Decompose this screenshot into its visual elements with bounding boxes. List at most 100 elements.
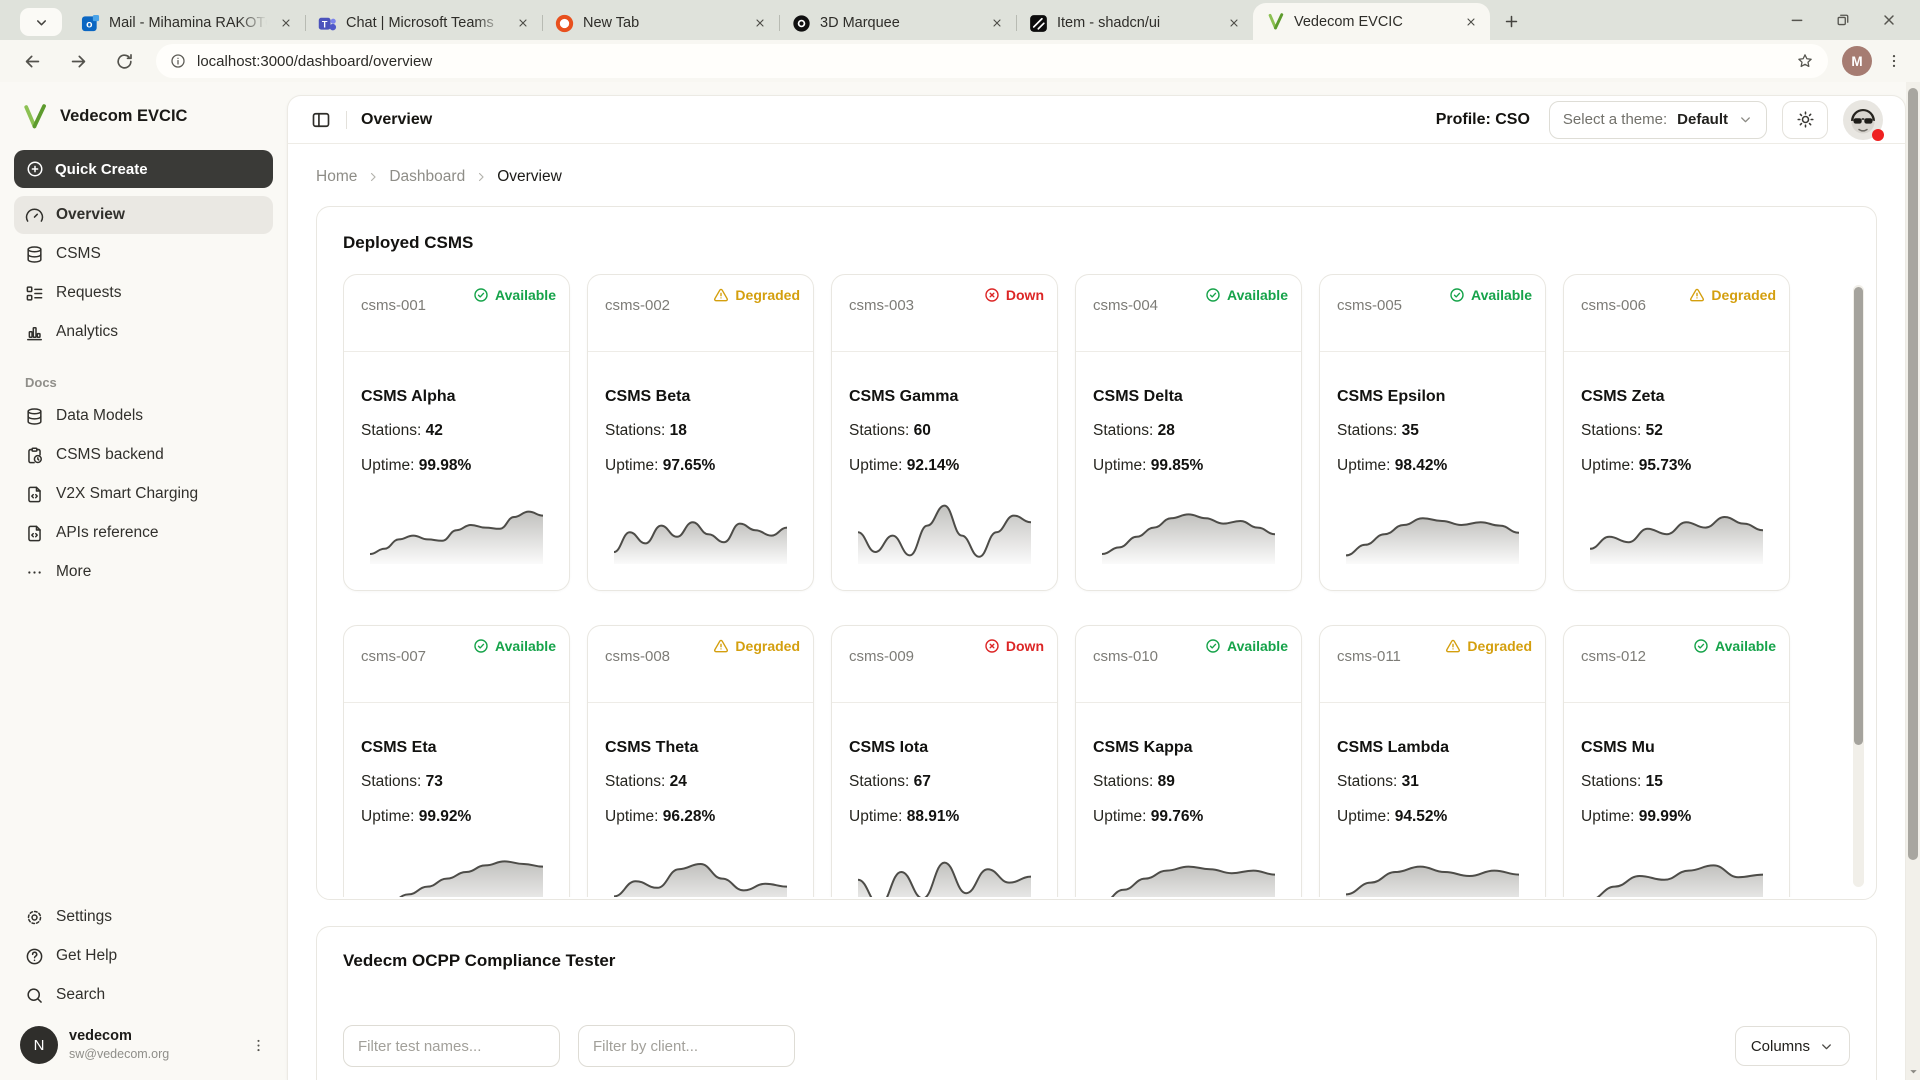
url-bar[interactable]: localhost:3000/dashboard/overview bbox=[156, 44, 1828, 78]
back-button[interactable] bbox=[14, 43, 50, 79]
warning-icon bbox=[713, 638, 729, 654]
csms-name: CSMS Lambda bbox=[1337, 739, 1450, 756]
csms-card-csms-010[interactable]: csms-010 Available CSMS Kappa Stations: 89 U… bbox=[1075, 625, 1302, 897]
browser-scrollbar[interactable] bbox=[1906, 82, 1920, 1080]
sidebar-doc-v2x-smart-charging[interactable]: V2X Smart Charging bbox=[14, 475, 273, 513]
panel-scrollbar[interactable] bbox=[1853, 285, 1864, 887]
uptime-line: Uptime: 98.42% bbox=[1337, 457, 1448, 474]
stations-line: Stations: 24 bbox=[605, 773, 687, 790]
breadcrumb-home[interactable]: Home bbox=[316, 168, 358, 185]
sidebar-doc-apis-reference[interactable]: APIs reference bbox=[14, 514, 273, 552]
browser-profile-avatar[interactable]: M bbox=[1842, 46, 1872, 76]
sidebar-item-csms[interactable]: CSMS bbox=[14, 235, 273, 273]
status-label: Available bbox=[1227, 287, 1288, 303]
sparkline-chart bbox=[1093, 492, 1284, 564]
columns-button[interactable]: Columns bbox=[1734, 1026, 1850, 1066]
csms-card-csms-011[interactable]: csms-011 Degraded CSMS Lambda Stations: 31 U… bbox=[1319, 625, 1546, 897]
reload-button[interactable] bbox=[106, 43, 142, 79]
uptime-line: Uptime: 99.92% bbox=[361, 808, 472, 825]
header-divider bbox=[346, 110, 347, 129]
status-badge: Degraded bbox=[713, 287, 800, 303]
browser-menu-button[interactable] bbox=[1882, 49, 1906, 73]
sidebar-item-requests[interactable]: Requests bbox=[14, 274, 273, 312]
sidebar-item-settings[interactable]: Settings bbox=[14, 898, 273, 936]
tab-search-button[interactable] bbox=[20, 8, 62, 36]
scroll-down-arrow-icon[interactable] bbox=[1906, 1065, 1920, 1077]
tab-close-icon[interactable] bbox=[1461, 12, 1481, 32]
sidebar-item-analytics[interactable]: Analytics bbox=[14, 313, 273, 351]
csms-card-csms-008[interactable]: csms-008 Degraded CSMS Theta Stations: 24 Up… bbox=[587, 625, 814, 897]
file-code-icon bbox=[25, 485, 44, 504]
app-header: Overview Profile: CSO Select a theme: De… bbox=[288, 96, 1905, 144]
tab-close-icon[interactable] bbox=[276, 13, 296, 33]
status-badge: Available bbox=[473, 638, 556, 654]
new-tab-button[interactable] bbox=[1496, 6, 1526, 36]
browser-tab-chat-microsoft-teams[interactable]: T Chat | Microsoft Teams bbox=[305, 6, 542, 40]
forward-button[interactable] bbox=[60, 43, 96, 79]
browser-tab-item-shadcn-ui[interactable]: Item - shadcn/ui bbox=[1016, 6, 1253, 40]
status-label: Available bbox=[495, 638, 556, 654]
csms-name: CSMS Mu bbox=[1581, 739, 1655, 756]
sidebar-doc-data-models[interactable]: Data Models bbox=[14, 397, 273, 435]
svg-text:T: T bbox=[322, 19, 328, 29]
sidebar-doc-more[interactable]: More bbox=[14, 553, 273, 591]
csms-card-csms-012[interactable]: csms-012 Available CSMS Mu Stations: 15 Upti… bbox=[1563, 625, 1790, 897]
csms-name: CSMS Alpha bbox=[361, 388, 456, 405]
panel-scrollbar-thumb[interactable] bbox=[1854, 287, 1863, 745]
tab-close-icon[interactable] bbox=[750, 13, 770, 33]
csms-card-csms-003[interactable]: csms-003 Down CSMS Gamma Stations: 60 Uptime… bbox=[831, 274, 1058, 591]
theme-select-value: Default bbox=[1677, 111, 1728, 128]
csms-card-csms-007[interactable]: csms-007 Available CSMS Eta Stations: 73 Upt… bbox=[343, 625, 570, 897]
minimize-button[interactable] bbox=[1786, 9, 1808, 31]
browser-tab-new-tab[interactable]: New Tab bbox=[542, 6, 779, 40]
user-menu-button[interactable] bbox=[250, 1037, 267, 1054]
quick-create-button[interactable]: Quick Create bbox=[14, 150, 273, 188]
theme-mode-button[interactable] bbox=[1782, 100, 1828, 139]
sparkline-chart bbox=[605, 492, 796, 564]
user-card[interactable]: N vedecom sw@vedecom.org bbox=[14, 1014, 273, 1068]
check-circle-icon bbox=[1205, 638, 1221, 654]
csms-card-csms-004[interactable]: csms-004 Available CSMS Delta Stations: 28 U… bbox=[1075, 274, 1302, 591]
sidebar-toggle-button[interactable] bbox=[310, 109, 332, 131]
filter-test-names-input[interactable] bbox=[343, 1025, 560, 1067]
browser-scrollbar-thumb[interactable] bbox=[1908, 88, 1918, 860]
site-info-icon[interactable] bbox=[170, 53, 186, 69]
csms-card-csms-001[interactable]: csms-001 Available CSMS Alpha Stations: 42 U… bbox=[343, 274, 570, 591]
check-circle-icon bbox=[1693, 638, 1709, 654]
sidebar-item-search[interactable]: Search bbox=[14, 976, 273, 1014]
csms-card-csms-006[interactable]: csms-006 Degraded CSMS Zeta Stations: 52 Upt… bbox=[1563, 274, 1790, 591]
csms-card-grid: csms-001 Available CSMS Alpha Stations: 42 U… bbox=[343, 274, 1850, 897]
brand[interactable]: Vedecom EVCIC bbox=[14, 98, 273, 133]
csms-card-csms-002[interactable]: csms-002 Degraded CSMS Beta Stations: 18 Upt… bbox=[587, 274, 814, 591]
browser-tab-3d-marquee[interactable]: 3D Marquee bbox=[779, 6, 1016, 40]
csms-card-csms-005[interactable]: csms-005 Available CSMS Epsilon Stations: 3… bbox=[1319, 274, 1546, 591]
csms-id: csms-008 bbox=[605, 648, 671, 665]
filter-by-client-input[interactable] bbox=[578, 1025, 795, 1067]
bookmark-star-icon[interactable] bbox=[1796, 52, 1814, 70]
breadcrumb-dashboard[interactable]: Dashboard bbox=[389, 168, 466, 185]
tab-close-icon[interactable] bbox=[987, 13, 1007, 33]
chevron-right-icon bbox=[474, 170, 488, 184]
csms-card-csms-009[interactable]: csms-009 Down CSMS Iota Stations: 67 Uptime:… bbox=[831, 625, 1058, 897]
account-avatar[interactable] bbox=[1843, 99, 1884, 141]
restore-icon bbox=[1835, 12, 1851, 28]
close-window-button[interactable] bbox=[1878, 9, 1900, 31]
user-name: vedecom bbox=[69, 1028, 132, 1045]
check-circle-icon bbox=[1449, 287, 1465, 303]
tab-close-icon[interactable] bbox=[513, 13, 533, 33]
restore-button[interactable] bbox=[1832, 9, 1854, 31]
browser-tab-vedecom-evcic[interactable]: Vedecom EVCIC bbox=[1253, 3, 1490, 40]
browser-tab-mail-mihamina-rakoto[interactable]: o Mail - Mihamina RAKOTO bbox=[68, 6, 305, 40]
csms-name: CSMS Delta bbox=[1093, 388, 1183, 405]
csms-name: CSMS Kappa bbox=[1093, 739, 1193, 756]
status-label: Available bbox=[495, 287, 556, 303]
check-circle-icon bbox=[473, 287, 489, 303]
sidebar-item-overview[interactable]: Overview bbox=[14, 196, 273, 234]
sidebar-doc-csms-backend[interactable]: CSMS backend bbox=[14, 436, 273, 474]
sidebar-item-get-help[interactable]: Get Help bbox=[14, 937, 273, 975]
sidebar-item-label: Search bbox=[56, 986, 106, 1003]
theme-select-label: Select a theme: bbox=[1562, 111, 1668, 128]
csms-name: CSMS Eta bbox=[361, 739, 437, 756]
tab-close-icon[interactable] bbox=[1224, 13, 1244, 33]
theme-select[interactable]: Select a theme: Default bbox=[1548, 100, 1767, 139]
